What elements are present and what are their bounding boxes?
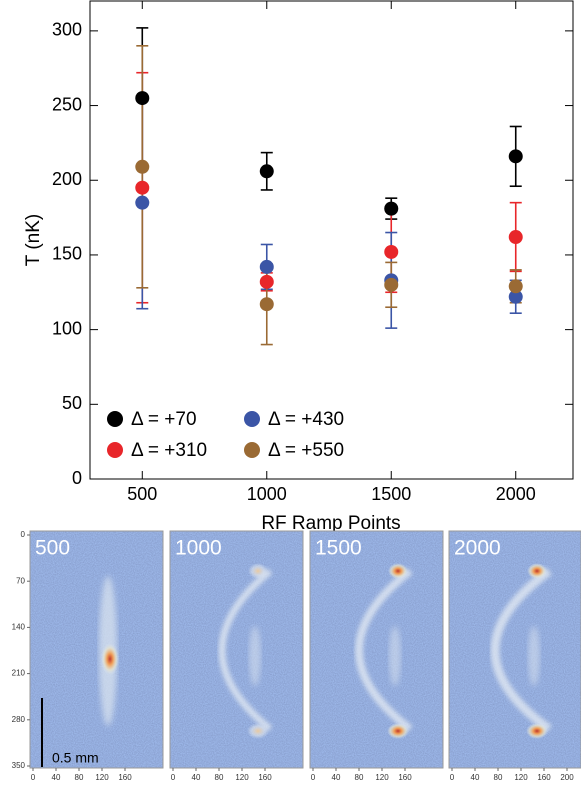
- x-tick-label: 120: [235, 773, 249, 782]
- data-point: [135, 91, 150, 106]
- x-tick-label: 160: [258, 773, 272, 782]
- data-point: [135, 180, 150, 195]
- x-tick-label: 500: [127, 484, 157, 504]
- panel-label: 1500: [315, 537, 362, 560]
- x-tick-label: 80: [494, 773, 503, 782]
- y-tick-label: 300: [52, 20, 82, 40]
- data-point: [384, 244, 399, 259]
- legend-label: Δ = +430: [268, 409, 344, 430]
- x-tick-label: 40: [471, 773, 480, 782]
- x-tick-label: 40: [52, 773, 61, 782]
- x-tick-label: 80: [355, 773, 364, 782]
- data-point: [259, 274, 274, 289]
- data-point: [384, 201, 399, 216]
- y-tick-label: 250: [52, 94, 82, 114]
- y-tick-label: 50: [62, 393, 82, 413]
- x-tick-label: 2000: [496, 484, 536, 504]
- panel-label: 500: [35, 537, 70, 560]
- x-tick-label: 80: [75, 773, 84, 782]
- legend-label: Δ = +550: [268, 440, 344, 461]
- x-tick-label: 40: [332, 773, 341, 782]
- y-tick-label: 0: [21, 530, 26, 539]
- x-tick-label: 1000: [247, 484, 287, 504]
- x-axis-label: RF Ramp Points: [261, 513, 400, 534]
- data-point: [508, 149, 523, 164]
- legend-marker: [244, 442, 260, 458]
- y-tick-label: 140: [12, 623, 26, 632]
- chart: T (nK) RF Ramp Points 0 50 100 150 200 250 300…: [23, 0, 574, 534]
- image-panels: 500 0 40 80 120 160 1000 0 40 80 120 160 1500 0 40 80 12…: [12, 530, 581, 782]
- x-tick-label: 80: [215, 773, 224, 782]
- y-tick-label: 210: [12, 669, 26, 678]
- data-point: [384, 277, 399, 292]
- legend-label: Δ = +310: [131, 440, 207, 461]
- x-tick-label: 0: [311, 773, 316, 782]
- legend-label: Δ = +70: [131, 409, 197, 430]
- x-tick-label: 200: [560, 773, 574, 782]
- x-tick-label: 160: [537, 773, 551, 782]
- plot-frame: [89, 0, 574, 480]
- image-panel: 1500 0 40 80 120 160: [309, 530, 444, 782]
- y-tick-label: 100: [52, 318, 82, 338]
- data-point: [259, 259, 274, 274]
- image-panel: 2000 0 40 80 120 160 200: [448, 530, 581, 782]
- x-tick-label: 160: [398, 773, 412, 782]
- x-tick-label: 120: [95, 773, 109, 782]
- y-tick-label: 150: [52, 244, 82, 264]
- y-tick-label: 350: [12, 761, 26, 770]
- data-point: [508, 230, 523, 245]
- x-tick-label: 40: [192, 773, 201, 782]
- data-point: [135, 195, 150, 210]
- x-tick-label: 0: [31, 773, 36, 782]
- x-tick-label: 120: [375, 773, 389, 782]
- y-tick-label: 0: [72, 468, 82, 488]
- data-point: [259, 297, 274, 312]
- y-tick-label: 280: [12, 715, 26, 724]
- y-tick-label: 70: [16, 576, 25, 585]
- x-tick-label: 160: [118, 773, 132, 782]
- data-point: [259, 164, 274, 179]
- y-axis-label: T (nK): [23, 214, 44, 266]
- x-tick-label: 0: [171, 773, 176, 782]
- x-tick-label: 1500: [371, 484, 411, 504]
- image-panel: 1000 0 40 80 120 160: [169, 530, 304, 782]
- x-tick-label: 120: [514, 773, 528, 782]
- data-point: [508, 279, 523, 294]
- y-tick-label: 200: [52, 169, 82, 189]
- x-tick-label: 0: [450, 773, 455, 782]
- image-panel: 500 0 40 80 120 160: [29, 530, 164, 782]
- data-point: [508, 289, 523, 304]
- data-point: [135, 159, 150, 174]
- panel-label: 1000: [175, 537, 222, 560]
- scale-bar-label: 0.5 mm: [52, 750, 99, 766]
- legend-marker: [107, 411, 123, 427]
- legend-marker: [107, 442, 123, 458]
- panel-label: 2000: [454, 537, 501, 560]
- legend-marker: [244, 411, 260, 427]
